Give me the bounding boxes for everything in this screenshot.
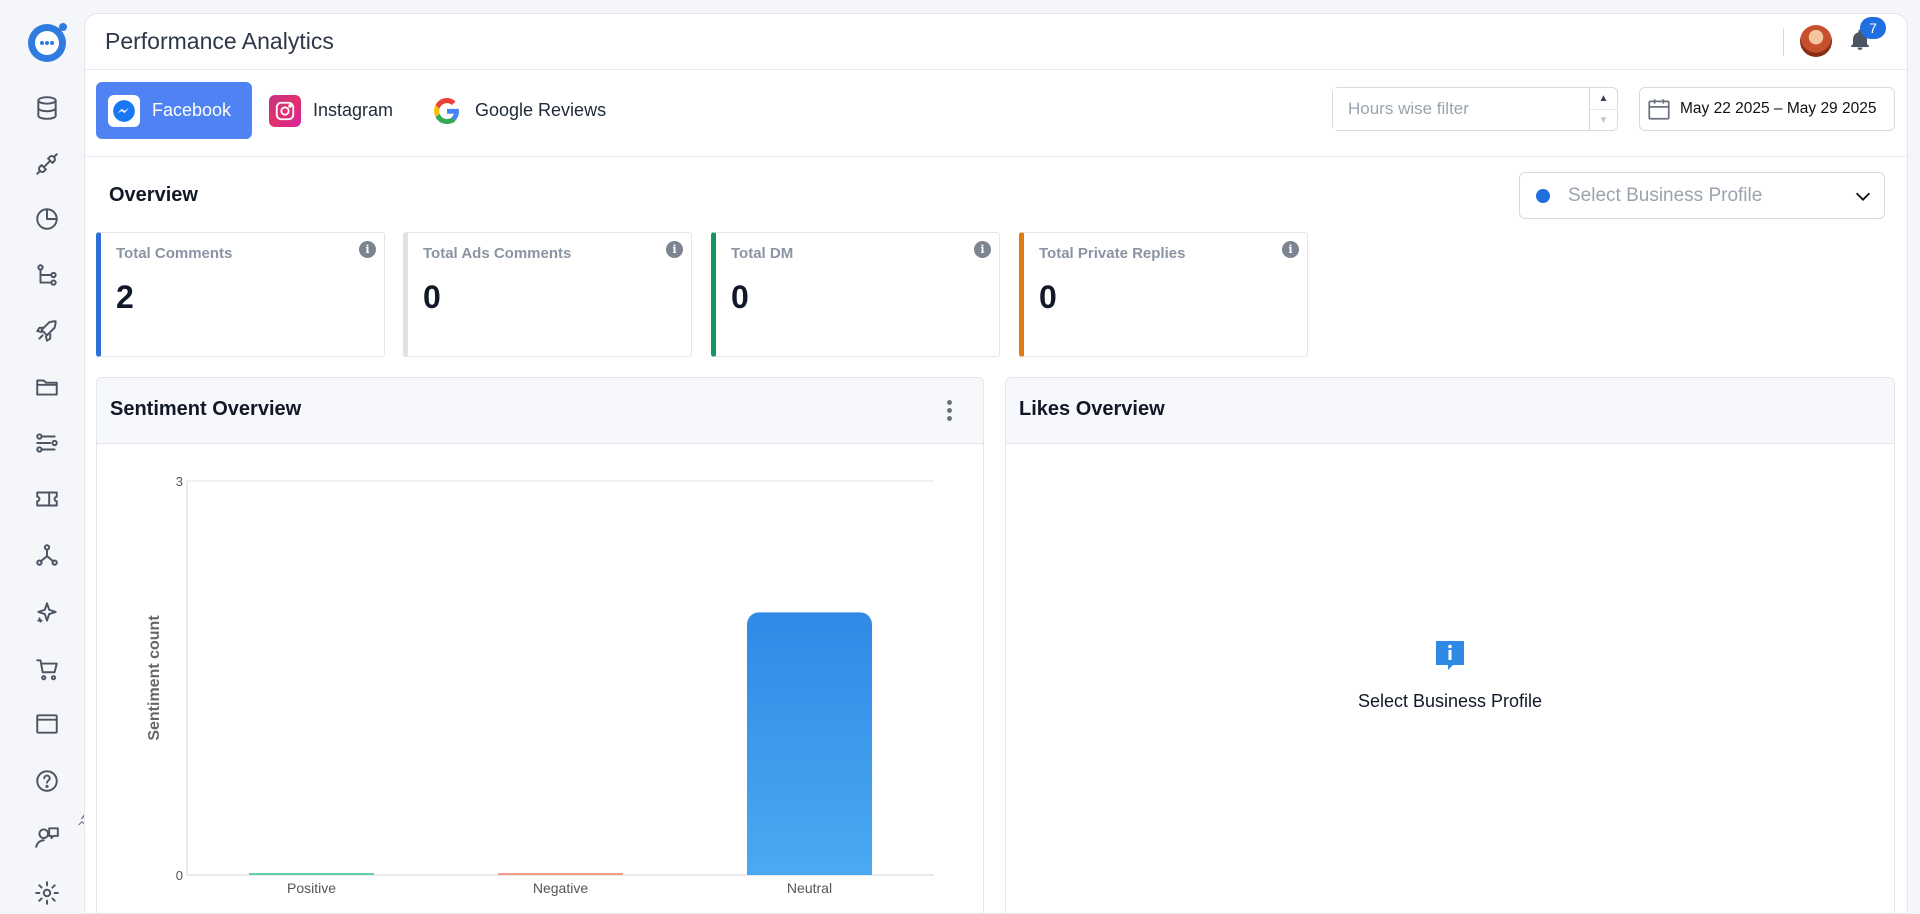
business-profile-placeholder: Select Business Profile xyxy=(1568,184,1763,206)
stepper-up-icon[interactable]: ▲ xyxy=(1598,93,1609,104)
info-icon[interactable]: i xyxy=(1282,241,1299,258)
empty-state: Select Business Profile xyxy=(1006,638,1894,712)
messenger-icon xyxy=(1536,188,1550,203)
stat-value: 0 xyxy=(731,279,749,315)
messenger-icon xyxy=(108,94,140,127)
stat-card-total-comments: Total Comments 2 i xyxy=(96,232,385,357)
panel-title: Sentiment Overview xyxy=(110,398,302,420)
info-icon[interactable]: i xyxy=(974,241,991,258)
likes-overview-panel: Likes Overview Select Business Profile xyxy=(1005,377,1895,913)
hours-filter: ▲ ▼ xyxy=(1332,87,1618,131)
notification-badge: 7 xyxy=(1860,17,1886,39)
instagram-icon xyxy=(269,94,301,127)
stat-label: Total Private Replies xyxy=(1039,245,1186,262)
y-tick-label: 0 xyxy=(176,868,183,883)
sentiment-bar-chart: 0 3 Sentiment count Positive Negative Neutral xyxy=(146,474,934,896)
stat-value: 0 xyxy=(423,279,441,315)
y-axis-label: Sentiment count xyxy=(146,615,163,741)
topbar-divider xyxy=(1783,28,1784,56)
stat-value: 0 xyxy=(1039,279,1057,315)
app-logo[interactable] xyxy=(25,20,69,64)
stat-card-total-private-replies: Total Private Replies 0 i xyxy=(1019,232,1308,357)
bar-neutral xyxy=(747,612,872,875)
tab-facebook[interactable]: Facebook xyxy=(96,82,253,139)
page-title: Performance Analytics xyxy=(105,28,334,54)
x-tick-label: Positive xyxy=(287,880,336,896)
database-icon[interactable] xyxy=(31,92,63,124)
cart-icon[interactable] xyxy=(31,653,63,685)
google-icon xyxy=(431,95,463,127)
ticket-icon[interactable] xyxy=(31,483,63,515)
avatar[interactable] xyxy=(1800,25,1832,57)
info-message-icon xyxy=(1433,638,1467,672)
stat-label: Total DM xyxy=(731,245,794,262)
tab-facebook-label: Facebook xyxy=(152,100,232,120)
sentiment-overview-panel: Sentiment Overview 0 3 Sentiment count Posi… xyxy=(96,377,984,913)
rocket-icon[interactable] xyxy=(31,315,63,347)
chevron-down-icon xyxy=(1852,185,1874,207)
empty-state-message: Select Business Profile xyxy=(1357,691,1543,711)
x-tick-label: Negative xyxy=(533,880,588,896)
sparkle-icon[interactable] xyxy=(31,597,63,629)
stat-label: Total Ads Comments xyxy=(423,245,572,262)
tab-google-reviews-label: Google Reviews xyxy=(475,100,607,120)
folder-icon[interactable] xyxy=(31,371,63,403)
route-icon[interactable] xyxy=(31,427,63,459)
y-tick-label: 3 xyxy=(176,474,183,489)
platform-tabs-row: Facebook Instagram Google Reviews ▲ ▼ Ma… xyxy=(85,71,1907,157)
window-icon[interactable] xyxy=(31,708,63,740)
overview-heading: Overview xyxy=(109,184,198,206)
support-agent-icon[interactable] xyxy=(31,821,63,853)
stat-value: 2 xyxy=(116,279,134,315)
panel-header: Sentiment Overview xyxy=(97,378,983,444)
settings-icon[interactable] xyxy=(31,877,63,909)
stat-card-total-dm: Total DM 0 i xyxy=(711,232,1000,357)
main-content: Performance Analytics 7 Facebook Instagr… xyxy=(84,13,1908,914)
tab-instagram-label: Instagram xyxy=(313,100,394,120)
date-range-value: May 22 2025 – May 29 2025 xyxy=(1680,100,1877,117)
x-tick-label: Neutral xyxy=(787,880,832,896)
pie-chart-icon[interactable] xyxy=(31,203,63,235)
sidebar xyxy=(0,0,91,914)
hours-filter-input[interactable] xyxy=(1333,88,1583,130)
plug-icon[interactable] xyxy=(31,148,63,180)
bar-positive xyxy=(249,873,374,875)
stat-label: Total Comments xyxy=(116,245,233,262)
more-options-icon[interactable] xyxy=(945,400,953,424)
tab-instagram[interactable]: Instagram xyxy=(269,82,393,139)
network-icon[interactable] xyxy=(31,539,63,571)
help-icon[interactable] xyxy=(31,765,63,797)
bar-negative xyxy=(498,873,623,875)
stepper-down-icon[interactable]: ▼ xyxy=(1590,109,1617,130)
stat-card-total-ads-comments: Total Ads Comments 0 i xyxy=(403,232,692,357)
top-bar: Performance Analytics 7 xyxy=(85,14,1907,70)
date-range-picker[interactable]: May 22 2025 – May 29 2025 xyxy=(1639,87,1895,131)
info-icon[interactable]: i xyxy=(666,241,683,258)
business-profile-select[interactable]: Select Business Profile xyxy=(1519,172,1885,219)
panel-title: Likes Overview xyxy=(1019,398,1165,420)
calendar-icon xyxy=(1648,99,1670,120)
bar-base-neutral xyxy=(747,863,872,875)
flow-icon[interactable] xyxy=(31,259,63,291)
hours-stepper: ▲ ▼ xyxy=(1589,88,1617,130)
panel-header: Likes Overview xyxy=(1006,378,1894,444)
tab-google-reviews[interactable]: Google Reviews xyxy=(431,82,606,139)
info-icon[interactable]: i xyxy=(359,241,376,258)
